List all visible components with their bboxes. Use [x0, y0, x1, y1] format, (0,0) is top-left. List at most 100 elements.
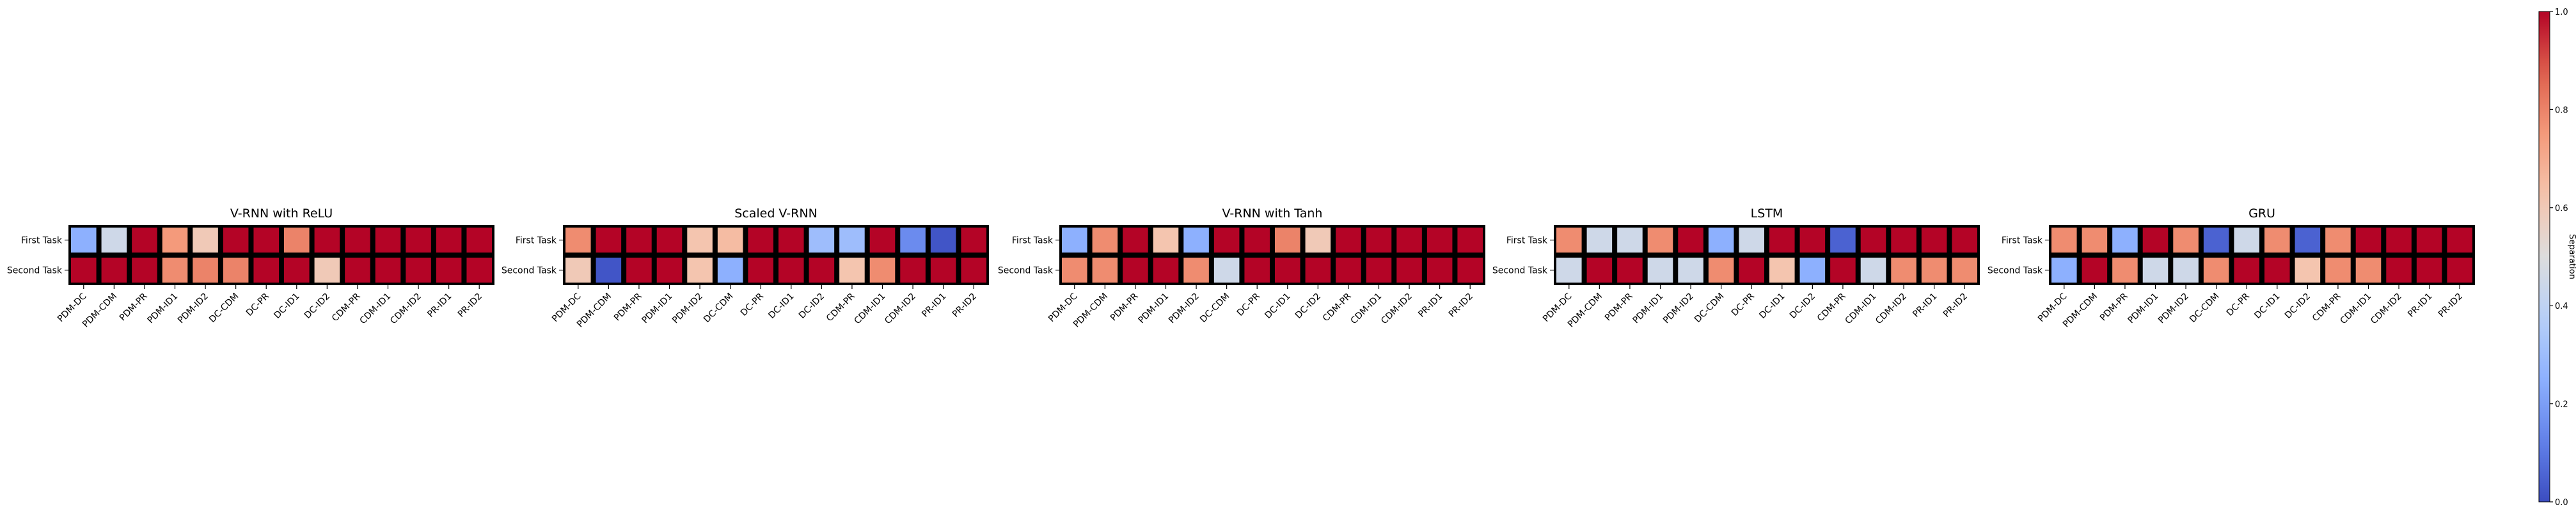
x-tick-label: DC-PR	[244, 291, 271, 318]
x-tick-label: CDM-ID2	[883, 292, 918, 327]
x-tick-label: DC-ID1	[1757, 292, 1787, 321]
heatmap-cell	[2325, 258, 2351, 283]
heatmap-cell	[1830, 228, 1856, 253]
heatmap-cell	[717, 258, 743, 283]
heatmap-cell	[1647, 258, 1673, 283]
heatmap-cell	[2203, 258, 2229, 283]
heatmap-cell	[961, 228, 986, 253]
x-tick-label: PDM-ID2	[1167, 292, 1201, 326]
heatmap-cell	[2234, 228, 2259, 253]
x-tick-label: PR-ID2	[951, 292, 979, 320]
heatmap-cell	[717, 228, 743, 253]
heatmap-cell	[2173, 228, 2199, 253]
heatmap-cell	[345, 228, 370, 253]
heatmap-cell	[1769, 258, 1795, 283]
x-tick-label: CDM-ID1	[1844, 292, 1879, 327]
heatmap-cell	[1366, 228, 1392, 253]
heatmap-cell	[1617, 228, 1643, 253]
y-tick-label: Second Task	[7, 266, 63, 276]
heatmap-cell	[1062, 258, 1087, 283]
panel-title: V-RNN with ReLU	[230, 206, 333, 221]
heatmap-cell	[2295, 258, 2321, 283]
heatmap-cell	[314, 228, 340, 253]
heatmap-cell	[162, 258, 188, 283]
heatmap-cell	[2416, 258, 2442, 283]
heatmap-cell	[687, 258, 713, 283]
x-tick-label: DC-PR	[1235, 291, 1262, 318]
heatmap-cell	[2264, 228, 2290, 253]
x-tick-label: PR-ID1	[1416, 292, 1444, 320]
heatmap-cell	[1678, 258, 1703, 283]
heatmap-cell	[930, 258, 956, 283]
x-tick-label: DC-CDM	[702, 292, 736, 325]
y-tick-label: First Task	[21, 236, 63, 246]
heatmap-cell	[101, 258, 127, 283]
heatmap-cell	[223, 228, 249, 253]
heatmap-cell	[900, 258, 926, 283]
heatmap-cell	[2264, 258, 2290, 283]
heatmap-cell	[1891, 228, 1916, 253]
panel-title: V-RNN with Tanh	[1222, 206, 1323, 221]
heatmap-cell	[565, 228, 591, 253]
x-tick-label: CDM-ID1	[1349, 292, 1384, 327]
heatmap-cell	[900, 228, 926, 253]
heatmap-cell	[1183, 228, 1209, 253]
heatmap-panel: V-RNN with ReLU First Task Second Task PDM-…	[7, 206, 494, 330]
heatmap-cell	[1213, 258, 1240, 283]
x-tick-label: PDM-ID2	[176, 292, 210, 326]
x-tick-label: CDM-ID2	[1379, 292, 1414, 327]
x-tick-label: PR-ID2	[1447, 292, 1475, 320]
heatmap-cell	[1678, 228, 1703, 253]
x-tick-label: DC-ID1	[2252, 292, 2282, 321]
heatmap-cell	[1183, 258, 1209, 283]
colorbar-tick-label: 0.6	[2555, 204, 2568, 214]
heatmap-cell	[2051, 258, 2077, 283]
x-tick-label: PDM-ID2	[670, 292, 705, 326]
heatmap-cell	[839, 228, 865, 253]
heatmap-cell	[223, 258, 249, 283]
heatmap-cell	[162, 228, 188, 253]
heatmap-cell	[2386, 258, 2412, 283]
heatmap-cell	[2112, 258, 2138, 283]
heatmap-cell	[1586, 258, 1613, 283]
heatmap-cell	[1921, 228, 1947, 253]
heatmap-cell	[2234, 258, 2259, 283]
x-tick-label: CDM-ID1	[853, 292, 888, 327]
x-tick-label: DC-CDM	[2188, 292, 2222, 325]
x-tick-label: PR-ID1	[920, 292, 948, 320]
x-tick-label: CDM-ID2	[1874, 292, 1909, 327]
heatmap-cell	[284, 228, 310, 253]
heatmap-cell	[1830, 258, 1856, 283]
heatmap-cell	[2295, 228, 2321, 253]
heatmap-cell	[2173, 258, 2199, 283]
heatmap-cell	[1708, 258, 1734, 283]
heatmap-cell	[596, 258, 622, 283]
heatmap-cell	[375, 258, 401, 283]
heatmap-cell	[778, 258, 804, 283]
heatmap-cell	[132, 228, 157, 253]
heatmap-cell	[1921, 258, 1947, 283]
heatmap-cell	[71, 258, 97, 283]
heatmap-cell	[1275, 258, 1300, 283]
x-tick-label: PR-ID2	[456, 292, 484, 320]
colorbar-tick-label: 0.0	[2555, 498, 2568, 508]
heatmap-cell	[284, 258, 310, 283]
heatmap-cell	[1396, 228, 1422, 253]
heatmap-cell	[1062, 228, 1087, 253]
heatmap-cell	[748, 228, 773, 253]
colorbar	[2538, 11, 2550, 502]
heatmap-cell	[1556, 228, 1582, 253]
heatmap-cell	[748, 258, 773, 283]
heatmap-cell	[345, 258, 370, 283]
x-tick-label: CDM-ID2	[388, 292, 423, 327]
heatmap-cell	[869, 228, 896, 253]
heatmap-cell	[1799, 228, 1826, 253]
heatmap-cell	[2355, 258, 2382, 283]
heatmap-cell	[2082, 228, 2108, 253]
heatmap-cell	[2051, 228, 2077, 253]
y-tick-label: First Task	[2002, 236, 2043, 246]
heatmap-cell	[1586, 228, 1613, 253]
y-tick-label: Second Task	[502, 266, 557, 276]
y-tick-label: Second Task	[998, 266, 1054, 276]
heatmap-cell	[1123, 258, 1148, 283]
